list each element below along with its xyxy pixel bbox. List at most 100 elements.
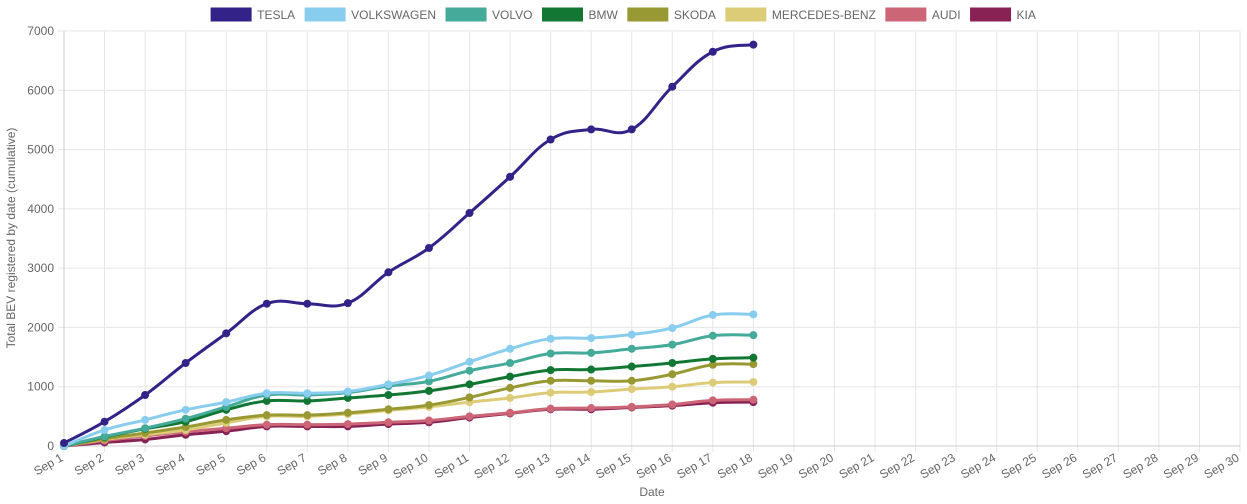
data-point-audi[interactable]: [668, 400, 677, 409]
data-point-tesla[interactable]: [262, 299, 271, 308]
data-point-audi[interactable]: [627, 402, 636, 411]
data-point-volkswagen[interactable]: [587, 334, 596, 343]
data-point-tesla[interactable]: [465, 209, 474, 218]
data-point-audi[interactable]: [303, 420, 312, 429]
data-point-volvo[interactable]: [749, 331, 758, 340]
data-point-volvo[interactable]: [141, 424, 150, 433]
data-point-bmw[interactable]: [749, 353, 758, 362]
data-point-tesla[interactable]: [587, 125, 596, 134]
data-point-volkswagen[interactable]: [262, 389, 271, 398]
data-point-audi[interactable]: [384, 418, 393, 427]
data-point-volkswagen[interactable]: [465, 357, 474, 366]
data-point-volkswagen[interactable]: [749, 310, 758, 319]
legend-label: SKODA: [674, 8, 716, 22]
data-point-tesla[interactable]: [749, 40, 758, 49]
data-point-skoda[interactable]: [424, 401, 433, 410]
data-point-skoda[interactable]: [546, 376, 555, 385]
data-point-volvo[interactable]: [587, 348, 596, 357]
data-point-tesla[interactable]: [627, 125, 636, 134]
legend-swatch: [445, 7, 487, 22]
legend-item-kia[interactable]: KIA: [970, 7, 1036, 22]
data-point-tesla[interactable]: [384, 268, 393, 277]
data-point-volvo[interactable]: [465, 366, 474, 375]
data-point-volkswagen[interactable]: [100, 425, 109, 434]
data-point-volkswagen[interactable]: [506, 344, 515, 353]
data-point-volvo[interactable]: [668, 340, 677, 349]
data-point-volkswagen[interactable]: [627, 330, 636, 339]
legend-item-volvo[interactable]: VOLVO: [445, 7, 533, 22]
data-point-skoda[interactable]: [303, 411, 312, 420]
data-point-volvo[interactable]: [708, 331, 717, 340]
data-point-audi[interactable]: [749, 395, 758, 404]
data-point-bmw[interactable]: [587, 365, 596, 374]
data-point-bmw[interactable]: [668, 359, 677, 367]
data-point-audi[interactable]: [262, 420, 271, 429]
legend-item-skoda[interactable]: SKODA: [627, 7, 716, 22]
data-point-mercedes-benz[interactable]: [587, 388, 596, 397]
data-point-tesla[interactable]: [546, 135, 555, 144]
data-point-skoda[interactable]: [222, 415, 231, 424]
data-point-volkswagen[interactable]: [384, 380, 393, 389]
data-point-skoda[interactable]: [749, 360, 758, 369]
data-point-volkswagen[interactable]: [546, 334, 555, 343]
data-point-tesla[interactable]: [303, 299, 312, 308]
legend-item-tesla[interactable]: TESLA: [210, 7, 295, 22]
data-point-bmw[interactable]: [465, 380, 474, 389]
data-point-volvo[interactable]: [627, 344, 636, 353]
data-point-skoda[interactable]: [668, 370, 677, 379]
data-point-skoda[interactable]: [343, 408, 352, 417]
data-point-bmw[interactable]: [424, 386, 433, 395]
data-point-bmw[interactable]: [384, 391, 393, 400]
legend-item-mercedes-benz[interactable]: MERCEDES-BENZ: [725, 7, 876, 22]
data-point-volkswagen[interactable]: [181, 405, 190, 414]
data-point-volkswagen[interactable]: [141, 415, 150, 424]
data-point-tesla[interactable]: [506, 172, 515, 181]
legend-item-volkswagen[interactable]: VOLKSWAGEN: [304, 7, 436, 22]
data-point-audi[interactable]: [546, 404, 555, 413]
data-point-volvo[interactable]: [100, 432, 109, 441]
data-point-tesla[interactable]: [668, 82, 677, 91]
data-point-bmw[interactable]: [546, 366, 555, 375]
data-point-audi[interactable]: [343, 420, 352, 429]
data-point-audi[interactable]: [465, 412, 474, 421]
data-point-mercedes-benz[interactable]: [506, 393, 515, 402]
data-point-tesla[interactable]: [100, 417, 109, 426]
data-point-bmw[interactable]: [708, 354, 717, 363]
chart-legend[interactable]: TESLA VOLKSWAGEN VOLVO BMW SKODA MERCEDES-BEN…: [210, 7, 1036, 22]
data-point-volkswagen[interactable]: [222, 398, 231, 407]
data-point-volkswagen[interactable]: [708, 310, 717, 319]
data-point-mercedes-benz[interactable]: [546, 388, 555, 397]
data-point-volvo[interactable]: [181, 414, 190, 423]
data-point-volkswagen[interactable]: [668, 324, 677, 333]
data-point-audi[interactable]: [424, 416, 433, 425]
data-point-bmw[interactable]: [506, 372, 515, 381]
data-point-skoda[interactable]: [587, 376, 596, 385]
data-point-mercedes-benz[interactable]: [749, 377, 758, 386]
data-point-skoda[interactable]: [465, 393, 474, 402]
data-point-volkswagen[interactable]: [303, 389, 312, 398]
data-point-skoda[interactable]: [262, 411, 271, 420]
data-point-mercedes-benz[interactable]: [668, 382, 677, 391]
data-point-bmw[interactable]: [627, 362, 636, 371]
data-point-skoda[interactable]: [627, 376, 636, 385]
data-point-audi[interactable]: [506, 408, 515, 417]
data-point-tesla[interactable]: [343, 299, 352, 308]
legend-item-bmw[interactable]: BMW: [542, 7, 619, 22]
data-point-audi[interactable]: [587, 404, 596, 413]
data-point-tesla[interactable]: [141, 391, 150, 400]
data-point-tesla[interactable]: [424, 243, 433, 252]
data-point-audi[interactable]: [708, 396, 717, 405]
data-point-tesla[interactable]: [181, 359, 190, 367]
data-point-tesla[interactable]: [60, 439, 68, 448]
data-point-skoda[interactable]: [384, 405, 393, 414]
data-point-mercedes-benz[interactable]: [627, 385, 636, 394]
legend-item-audi[interactable]: AUDI: [885, 7, 961, 22]
data-point-tesla[interactable]: [222, 329, 231, 338]
data-point-volkswagen[interactable]: [343, 387, 352, 396]
data-point-volvo[interactable]: [506, 359, 515, 367]
data-point-volvo[interactable]: [546, 349, 555, 358]
data-point-mercedes-benz[interactable]: [708, 378, 717, 387]
data-point-tesla[interactable]: [708, 47, 717, 56]
data-point-volkswagen[interactable]: [424, 371, 433, 380]
data-point-skoda[interactable]: [506, 383, 515, 392]
